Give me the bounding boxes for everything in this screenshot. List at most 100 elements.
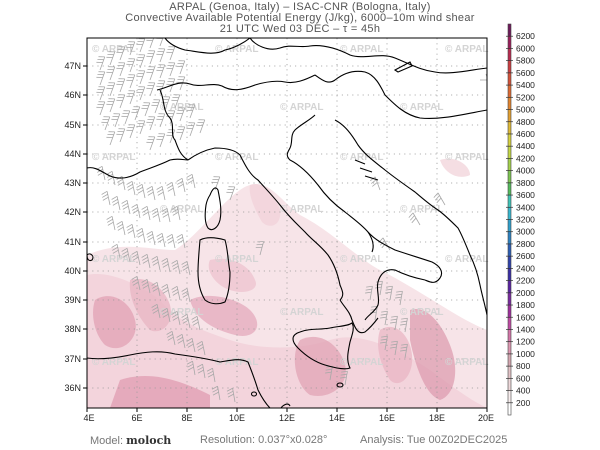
colorbar-label: 1200 [516,337,535,347]
svg-text:© ARPAL: © ARPAL [92,254,135,265]
svg-text:36N: 36N [64,383,81,393]
svg-text:41N: 41N [64,237,81,247]
svg-text:39N: 39N [64,295,81,305]
svg-text:© ARPAL: © ARPAL [280,102,323,113]
colorbar-label: 2200 [516,276,535,286]
svg-text:© ARPAL: © ARPAL [92,152,135,163]
colorbar-swatch [508,231,511,245]
colorbar-label: 1400 [516,324,535,334]
colorbar-label: 2000 [516,288,535,298]
colorbar-swatch [508,60,511,74]
svg-text:© ARPAL: © ARPAL [340,152,383,163]
colorbar-swatch [508,378,511,391]
svg-text:© ARPAL: © ARPAL [340,254,383,265]
colorbar-swatch [508,292,511,306]
svg-text:© ARPAL: © ARPAL [445,152,488,163]
svg-text:© ARPAL: © ARPAL [280,307,323,318]
colorbar-label: 4400 [516,141,535,151]
svg-text:10E: 10E [229,413,245,423]
colorbar-swatch [508,97,511,110]
colorbar-swatch [508,195,511,208]
svg-text:© ARPAL: © ARPAL [215,254,258,265]
svg-text:© ARPAL: © ARPAL [280,204,323,215]
colorbar-swatch [508,146,511,159]
svg-text:46N: 46N [64,90,81,100]
colorbar-swatch [508,390,511,404]
svg-text:© ARPAL: © ARPAL [92,44,135,55]
model-label: Model: [90,435,124,447]
svg-text:© ARPAL: © ARPAL [340,357,383,368]
svg-text:40N: 40N [64,266,81,276]
svg-text:8E: 8E [181,413,192,423]
colorbar-label: 5000 [516,105,535,115]
colorbar-label: 1800 [516,300,535,310]
colorbar-swatch [508,207,511,220]
svg-text:© ARPAL: © ARPAL [445,44,488,55]
colorbar-swatch [508,133,511,147]
svg-text:20E: 20E [478,413,494,423]
colorbar-label: 5200 [516,92,535,102]
colorbar-swatch [508,256,511,269]
colorbar-label: 4000 [516,166,535,176]
colorbar-swatch [508,341,511,355]
colorbar-swatch [508,36,511,49]
colorbar-label: 800 [516,361,530,371]
colorbar-swatch [508,268,511,281]
svg-text:© ARPAL: © ARPAL [160,307,203,318]
colorbar-swatch [508,402,511,416]
colorbar-swatch [508,219,511,233]
colorbar-label: 3000 [516,227,535,237]
svg-text:18E: 18E [429,413,445,423]
colorbar-label: 4800 [516,117,535,127]
svg-text:12E: 12E [279,413,295,423]
svg-text:© ARPAL: © ARPAL [445,357,488,368]
svg-text:© ARPAL: © ARPAL [445,254,488,265]
colorbar-swatch [508,280,511,294]
colorbar-swatch [508,353,511,367]
colorbar-swatch [508,366,511,379]
svg-text:© ARPAL: © ARPAL [215,152,258,163]
analysis-info: Analysis: Tue 00Z02DEC2025 [360,434,508,446]
colorbar-swatch [508,72,511,86]
colorbar-label: 600 [516,373,530,383]
colorbar-label: 1600 [516,312,535,322]
colorbar-label: 6000 [516,43,535,53]
colorbar-swatch [508,85,511,98]
colorbar-swatch [508,121,511,135]
y-axis-labels: 47N 46N 45N 44N 43N 42N 41N 40N 39N 38N … [64,61,81,393]
colorbar-label: 1000 [516,349,535,359]
model-info: Model: moloch [90,434,171,447]
colorbar-label: 2400 [516,263,535,273]
axis-ticks [83,65,488,412]
svg-text:45N: 45N [64,120,81,130]
colorbar-swatch [508,317,511,330]
colorbar-label: 5600 [516,68,535,78]
svg-text:© ARPAL: © ARPAL [400,307,443,318]
svg-text:47N: 47N [64,61,81,71]
svg-text:6E: 6E [131,413,142,423]
coastlines [87,38,487,408]
svg-text:14E: 14E [329,413,345,423]
colorbar-label: 200 [516,398,530,408]
colorbar-swatch [508,243,511,257]
gridlines [87,38,487,408]
resolution-info: Resolution: 0.037°x0.028° [200,434,328,446]
colorbar-label: 5800 [516,56,535,66]
svg-text:37N: 37N [64,354,81,364]
svg-text:44N: 44N [64,149,81,159]
x-axis-labels: 4E 6E 8E 10E 12E 14E 16E 18E 20E [83,413,494,423]
colorbar-swatch [508,305,511,318]
svg-text:© ARPAL: © ARPAL [400,102,443,113]
colorbar-label: 3400 [516,202,535,212]
colorbar-label: 4200 [516,153,535,163]
svg-text:© ARPAL: © ARPAL [400,204,443,215]
title-line-3: 21 UTC Wed 03 DEC – τ = 45h [219,23,381,35]
colorbar-swatch [508,109,511,123]
svg-text:© ARPAL: © ARPAL [92,357,135,368]
colorbar-swatch [508,24,511,37]
colorbar-swatch [508,158,511,171]
colorbar-label: 3600 [516,190,535,200]
svg-text:© ARPAL: © ARPAL [215,44,258,55]
colorbar-label: 400 [516,386,530,396]
